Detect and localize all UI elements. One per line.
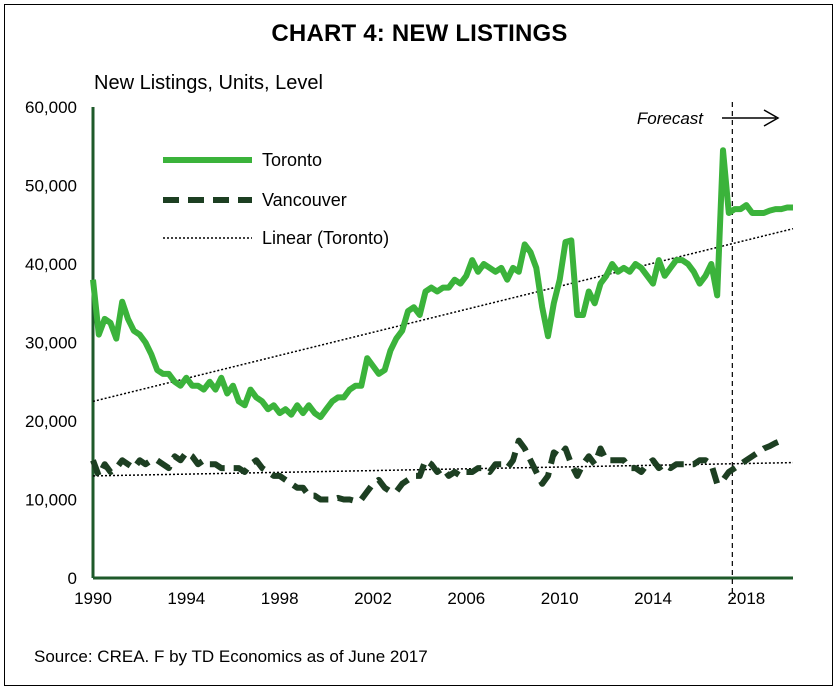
y-axis-label: New Listings, Units, Level bbox=[94, 72, 323, 94]
x-tick-label: 2014 bbox=[634, 589, 672, 608]
chart-title: CHART 4: NEW LISTINGS bbox=[271, 20, 568, 47]
y-tick-label: 30,000 bbox=[25, 334, 77, 353]
x-tick-label: 1994 bbox=[167, 589, 205, 608]
x-tick-label: 1998 bbox=[261, 589, 299, 608]
series-toronto bbox=[90, 147, 793, 421]
source-note: Source: CREA. F by TD Economics as of Ju… bbox=[34, 647, 428, 666]
y-tick-label: 60,000 bbox=[25, 98, 77, 117]
y-tick-label: 0 bbox=[68, 569, 77, 588]
y-tick-label: 40,000 bbox=[25, 255, 77, 274]
y-tick-label: 10,000 bbox=[25, 491, 77, 510]
legend-label: Vancouver bbox=[262, 190, 347, 210]
x-tick-label: 2010 bbox=[541, 589, 579, 608]
forecast-label: Forecast bbox=[637, 109, 704, 128]
series-linear-vancouver bbox=[92, 461, 794, 477]
x-tick-label: 2002 bbox=[354, 589, 392, 608]
y-tick-label: 50,000 bbox=[25, 177, 77, 196]
series-linear-toronto bbox=[92, 227, 794, 403]
legend-label: Toronto bbox=[262, 150, 322, 170]
x-tick-label: 2018 bbox=[727, 589, 765, 608]
legend-label: Linear (Toronto) bbox=[262, 228, 389, 248]
x-tick-label: 1990 bbox=[74, 589, 112, 608]
forecast-arrowhead bbox=[763, 109, 780, 127]
y-tick-label: 20,000 bbox=[25, 412, 77, 431]
series-vancouver bbox=[90, 437, 783, 505]
chart-frame bbox=[4, 4, 833, 686]
x-tick-label: 2006 bbox=[447, 589, 485, 608]
